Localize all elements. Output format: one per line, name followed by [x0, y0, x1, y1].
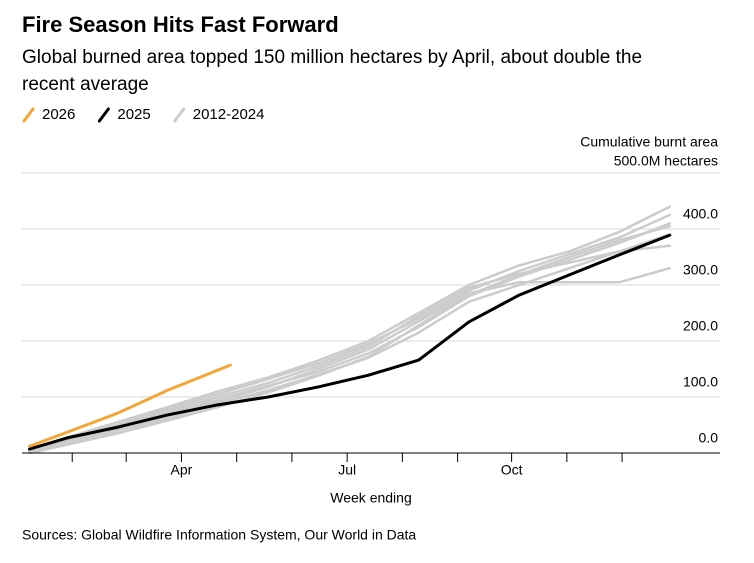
series-line: [28, 222, 672, 454]
y-tick-label: 500.0M hectares: [614, 153, 718, 169]
series-line: [28, 205, 672, 451]
series-line: [28, 224, 672, 455]
y-tick-label: 0.0: [699, 430, 719, 446]
series-line: [28, 213, 672, 453]
x-tick-label: Jul: [338, 462, 356, 478]
chart-title: Fire Season Hits Fast Forward: [22, 12, 339, 37]
legend-swatch: [173, 107, 186, 123]
subtitle: recent average: [22, 74, 149, 95]
series-line: [28, 266, 672, 453]
y-tick-label: 200.0: [683, 318, 718, 334]
source: Sources: Global Wildfire Information Sys…: [22, 527, 416, 543]
x-tick-label: Apr: [171, 462, 193, 478]
legend-swatch: [22, 107, 35, 123]
legend-label: 2025: [117, 106, 150, 123]
series-line: [28, 233, 672, 451]
y-tick-label: 100.0: [683, 374, 718, 390]
legend-swatch: [97, 107, 110, 123]
legend-label: 2012-2024: [193, 106, 265, 123]
y-tick-label: 300.0: [683, 262, 718, 278]
x-axis-label: Week ending: [330, 490, 411, 506]
subtitle: Global burned area topped 150 million he…: [22, 47, 642, 68]
y-axis-label: Cumulative burnt area: [580, 134, 718, 150]
series-line: [28, 363, 232, 448]
legend-label: 2026: [42, 106, 75, 123]
x-tick-label: Oct: [501, 462, 523, 478]
y-tick-label: 400.0: [683, 206, 718, 222]
